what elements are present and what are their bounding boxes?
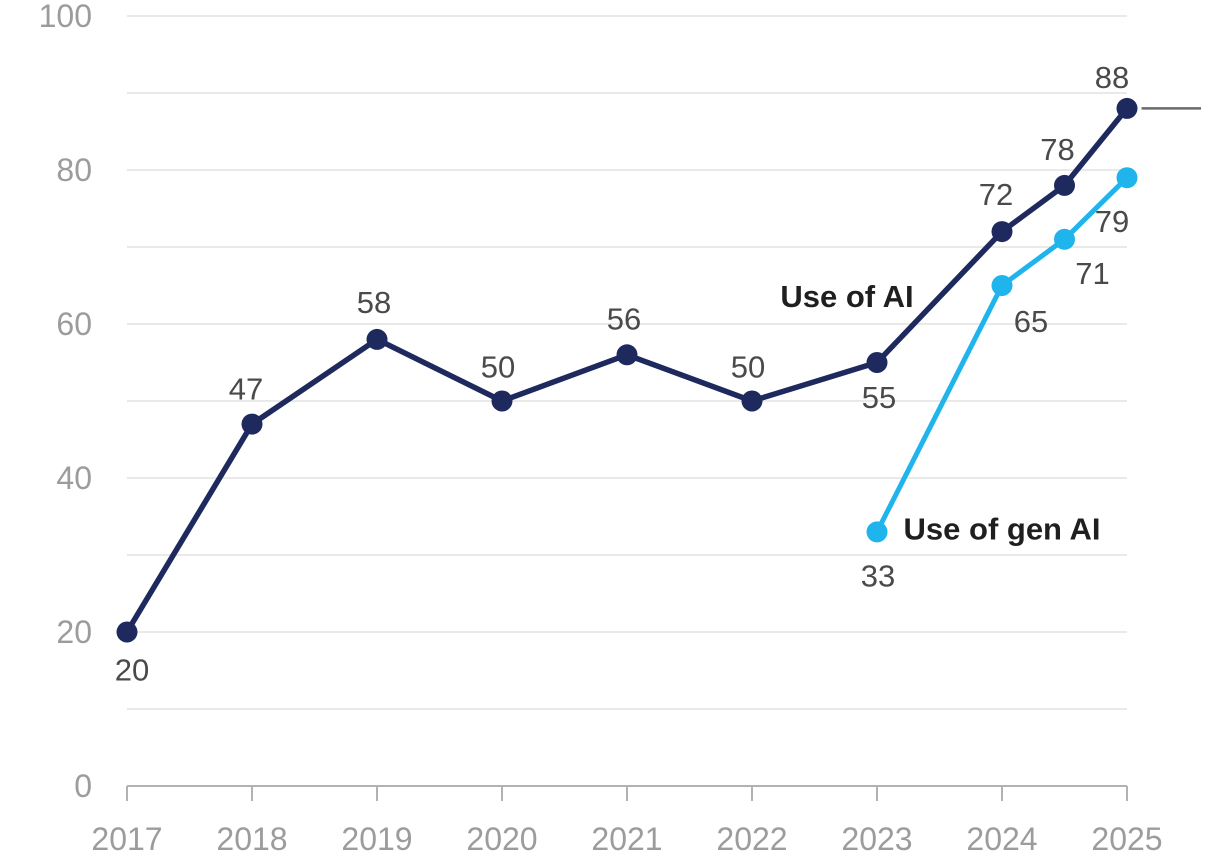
data-label-use-of-gen-ai-2025: 79 [1095, 204, 1129, 239]
data-point-use-of-gen-ai-2025 [1116, 167, 1138, 189]
x-tick-label-2019: 2019 [341, 821, 412, 857]
x-tick-label-2024: 2024 [966, 821, 1037, 857]
data-point-use-of-ai-2018 [241, 413, 263, 435]
y-tick-label-100: 100 [39, 0, 92, 34]
data-label-use-of-ai-2019: 58 [357, 285, 391, 320]
data-point-use-of-gen-ai-2024 [991, 275, 1013, 296]
y-tick-label-40: 40 [56, 460, 92, 496]
y-tick-label-80: 80 [56, 152, 92, 188]
data-point-use-of-ai-2024.5 [1054, 174, 1075, 196]
series-label-use-of-gen-ai: Use of gen AI [904, 511, 1101, 546]
data-point-use-of-ai-2017 [116, 621, 138, 643]
x-tick-label-2023: 2023 [841, 821, 912, 857]
data-point-use-of-ai-2024 [991, 221, 1013, 243]
y-tick-label-0: 0 [74, 768, 92, 804]
data-label-use-of-ai-2024.5: 78 [1040, 132, 1074, 167]
data-point-use-of-ai-2019 [366, 328, 388, 350]
data-label-use-of-ai-2025: 88 [1095, 60, 1129, 95]
data-point-use-of-gen-ai-2024.5 [1054, 228, 1075, 250]
series-label-use-of-ai: Use of AI [780, 279, 913, 314]
series-line-use-of-ai [124, 105, 1130, 635]
data-point-use-of-ai-2022 [741, 390, 763, 412]
data-label-use-of-gen-ai-2024.5: 71 [1075, 256, 1109, 291]
data-label-use-of-ai-2017: 20 [115, 653, 149, 688]
data-point-use-of-ai-2025 [1116, 97, 1138, 119]
data-label-use-of-ai-2023: 55 [862, 380, 896, 415]
y-tick-label-20: 20 [56, 614, 92, 650]
x-tick-label-2021: 2021 [591, 821, 662, 857]
data-label-use-of-ai-2022: 50 [731, 350, 765, 385]
data-label-use-of-gen-ai-2023: 33 [861, 558, 895, 593]
y-tick-label-60: 60 [56, 306, 92, 342]
data-label-use-of-ai-2018: 47 [229, 372, 263, 407]
x-tick-label-2025: 2025 [1091, 821, 1162, 857]
data-point-use-of-ai-2020 [491, 390, 513, 412]
data-label-use-of-ai-2020: 50 [481, 350, 515, 385]
series-line-use-of-gen-ai [874, 175, 1130, 535]
data-label-use-of-gen-ai-2024: 65 [1014, 304, 1048, 339]
x-tick-label-2020: 2020 [466, 821, 537, 857]
data-point-use-of-ai-2021 [616, 344, 638, 366]
x-tick-label-2022: 2022 [716, 821, 787, 857]
data-label-use-of-ai-2024: 72 [979, 177, 1013, 212]
data-point-use-of-ai-2023 [866, 352, 888, 373]
x-tick-label-2018: 2018 [216, 821, 287, 857]
x-tick-label-2017: 2017 [91, 821, 162, 857]
data-label-use-of-ai-2021: 56 [607, 301, 641, 336]
data-point-use-of-gen-ai-2023 [866, 521, 888, 543]
